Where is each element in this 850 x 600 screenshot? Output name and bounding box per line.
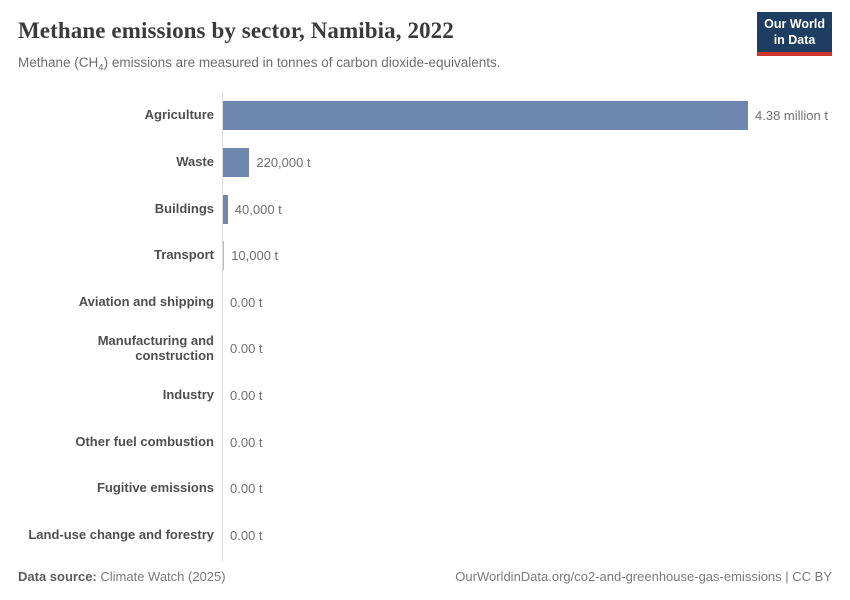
bar-cell: 0.00 t bbox=[222, 295, 832, 310]
logo-line-2: in Data bbox=[773, 32, 816, 47]
chart-row: Aviation and shipping 0.00 t bbox=[18, 279, 832, 326]
value-label: 220,000 t bbox=[256, 155, 311, 171]
chart-row: Fugitive emissions 0.00 t bbox=[18, 465, 832, 512]
owid-logo: Our World in Data bbox=[757, 12, 832, 57]
category-label: Buildings bbox=[154, 200, 214, 216]
category-label: Transport bbox=[154, 247, 214, 263]
category-label: Land-use change and forestry bbox=[28, 526, 214, 542]
bar bbox=[223, 241, 225, 271]
bar bbox=[223, 148, 250, 178]
y-axis-line bbox=[222, 91, 223, 561]
category-label: Waste bbox=[176, 154, 214, 170]
bar-cell: 0.00 t bbox=[222, 341, 832, 356]
subtitle-subscript: 4 bbox=[98, 62, 104, 74]
category-label: Fugitive emissions bbox=[96, 480, 214, 496]
value-label: 0.00 t bbox=[230, 481, 263, 497]
value-label: 4.38 million t bbox=[755, 108, 828, 124]
subtitle-text-cont: ) emissions are measured in tonnes of ca… bbox=[103, 54, 501, 70]
bar-cell: 0.00 t bbox=[222, 388, 832, 403]
bar-cell: 4.38 million t bbox=[222, 101, 832, 131]
chart-row: Manufacturing and construction 0.00 t bbox=[18, 326, 832, 373]
chart-row: Other fuel combustion 0.00 t bbox=[18, 419, 832, 466]
value-label: 0.00 t bbox=[230, 294, 263, 310]
bar-cell: 220,000 t bbox=[222, 148, 832, 178]
category-label: Industry bbox=[162, 387, 214, 403]
bar bbox=[223, 101, 748, 131]
data-source: Data source: Climate Watch (2025) bbox=[18, 569, 226, 584]
value-label: 0.00 t bbox=[230, 341, 263, 357]
bar-cell: 10,000 t bbox=[222, 241, 832, 271]
bar-cell: 0.00 t bbox=[222, 481, 832, 496]
license-note: OurWorldinData.org/co2-and-greenhouse-ga… bbox=[455, 569, 832, 584]
subtitle-text: Methane (CH bbox=[18, 54, 99, 70]
chart-footer: Data source: Climate Watch (2025) OurWor… bbox=[18, 569, 832, 584]
data-source-value: Climate Watch (2025) bbox=[96, 569, 226, 584]
value-label: 0.00 t bbox=[230, 527, 263, 543]
value-label: 0.00 t bbox=[230, 434, 263, 450]
category-label: Other fuel combustion bbox=[75, 433, 214, 449]
value-label: 0.00 t bbox=[230, 387, 263, 403]
category-label: Manufacturing and construction bbox=[97, 332, 214, 363]
chart-row: Transport 10,000 t bbox=[18, 232, 832, 279]
chart-row: Buildings 40,000 t bbox=[18, 186, 832, 233]
value-label: 40,000 t bbox=[234, 201, 282, 217]
chart-title: Methane emissions by sector, Namibia, 20… bbox=[18, 18, 454, 43]
chart-row: Land-use change and forestry 0.00 t bbox=[18, 512, 832, 559]
logo-line-1: Our World bbox=[764, 17, 825, 31]
value-label: 10,000 t bbox=[231, 248, 279, 264]
category-label: Aviation and shipping bbox=[78, 293, 214, 309]
bar-cell: 40,000 t bbox=[222, 194, 832, 224]
bar-rows: Agriculture 4.38 million t Waste 220,000… bbox=[18, 93, 832, 559]
bar-cell: 0.00 t bbox=[222, 435, 832, 450]
category-label: Agriculture bbox=[144, 107, 214, 123]
data-source-label: Data source: bbox=[18, 569, 97, 584]
bar-cell: 0.00 t bbox=[222, 528, 832, 543]
chart-subtitle: Methane (CH4) emissions are measured in … bbox=[18, 54, 501, 75]
title-block: Methane emissions by sector, Namibia, 20… bbox=[18, 14, 501, 75]
chart-row: Industry 0.00 t bbox=[18, 372, 832, 419]
chart-row: Waste 220,000 t bbox=[18, 139, 832, 186]
chart-header: Methane emissions by sector, Namibia, 20… bbox=[18, 12, 832, 75]
bar-chart: Agriculture 4.38 million t Waste 220,000… bbox=[18, 91, 832, 561]
chart-row: Agriculture 4.38 million t bbox=[18, 93, 832, 140]
bar bbox=[223, 194, 228, 224]
